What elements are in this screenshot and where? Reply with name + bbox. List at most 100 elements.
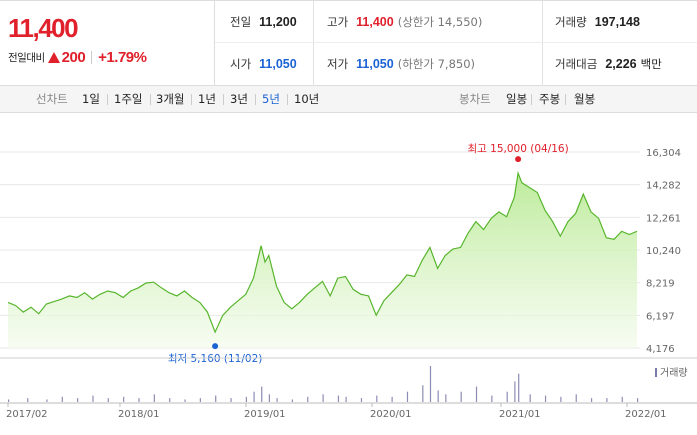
volume-bar xyxy=(46,399,48,402)
volume-bar xyxy=(230,398,232,402)
price-line xyxy=(7,170,638,334)
tab-divider xyxy=(255,94,256,105)
volume-bar xyxy=(637,398,639,402)
x-tick-label: 2018/01 xyxy=(118,409,160,420)
quote-header: 11,400 전일대비 200 +1.79% 전일 11,200 고가 11,4… xyxy=(0,0,697,86)
stat-label: 거래대금 xyxy=(555,57,598,71)
lower-limit: (하한가 7,850) xyxy=(397,57,476,71)
volume-bar xyxy=(184,399,186,402)
tab-5y[interactable]: 5년 xyxy=(262,92,280,106)
price-change: 전일대비 200 +1.79% xyxy=(8,49,147,66)
volume-bar xyxy=(422,385,424,402)
volume-bar xyxy=(276,398,278,402)
stat-open: 시가 11,050 xyxy=(230,43,297,85)
volume-bar xyxy=(268,394,271,402)
volume-bar xyxy=(360,398,363,402)
stat-high: 고가 11,400 (상한가 14,550) xyxy=(327,1,482,43)
tab-divider xyxy=(150,94,151,105)
tab-10y[interactable]: 10년 xyxy=(294,92,320,106)
x-tick-label: 2020/01 xyxy=(370,409,412,420)
tab-divider xyxy=(565,94,566,105)
volume-bar xyxy=(437,390,439,402)
volume-bar xyxy=(261,386,263,402)
stat-unit: 백만 xyxy=(640,57,662,71)
tab-1w[interactable]: 1주일 xyxy=(114,92,143,106)
volume-bar xyxy=(491,395,493,402)
volume-bar xyxy=(253,391,255,402)
tab-weekly[interactable]: 주봉 xyxy=(539,92,561,106)
stat-value: 2,226 xyxy=(605,57,637,71)
x-tick-label: 2021/01 xyxy=(499,409,541,420)
tab-daily[interactable]: 일봉 xyxy=(506,92,528,106)
x-axis: 2017/02 2018/01 2019/01 2020/01 2021/01 2022/… xyxy=(6,403,667,420)
stats-row: 전일 11,200 고가 11,400 (상한가 14,550) 거래량 197… xyxy=(215,1,697,43)
max-annotation: 최고 15,000 (04/16) xyxy=(468,143,569,155)
change-divider xyxy=(91,51,93,64)
price-box: 11,400 전일대비 200 +1.79% xyxy=(0,1,215,86)
volume-bar xyxy=(544,395,547,402)
y-tick-label: 10,240 xyxy=(646,246,681,257)
volume-bar xyxy=(506,391,508,402)
volume-bars xyxy=(8,366,639,402)
y-tick-label: 12,261 xyxy=(646,213,681,224)
tab-3y[interactable]: 3년 xyxy=(230,92,248,106)
volume-bar xyxy=(406,391,409,402)
min-annotation: 최저 5,160 (11/02) xyxy=(168,353,263,365)
volume-bar xyxy=(460,391,462,402)
stat-value: 197,148 xyxy=(594,15,640,29)
stat-volume: 거래량 197,148 xyxy=(555,1,640,43)
tab-1y[interactable]: 1년 xyxy=(198,92,216,106)
volume-bar xyxy=(560,396,562,402)
stats-grid: 전일 11,200 고가 11,400 (상한가 14,550) 거래량 197… xyxy=(215,1,697,86)
x-tick-label: 2019/01 xyxy=(244,409,286,420)
stats-divider xyxy=(542,1,543,86)
volume-bar xyxy=(621,396,623,402)
volume-bar xyxy=(376,395,378,402)
up-triangle-icon xyxy=(47,52,60,63)
volume-bar xyxy=(77,398,79,402)
stat-low: 저가 11,050 (하한가 7,850) xyxy=(327,43,475,85)
price-chart[interactable]: 16,30414,28212,26110,2408,2196,1974,176 … xyxy=(0,113,697,435)
volume-bar xyxy=(514,381,516,402)
volume-bar xyxy=(245,396,247,402)
stat-label: 시가 xyxy=(230,57,252,71)
volume-bar xyxy=(445,394,447,402)
y-tick-label: 8,219 xyxy=(646,279,675,290)
x-tick-label: 2022/01 xyxy=(625,409,667,420)
stat-value: 11,200 xyxy=(259,15,297,29)
volume-bar xyxy=(27,398,29,402)
tab-monthly[interactable]: 월봉 xyxy=(574,92,596,106)
volume-bar xyxy=(307,396,309,402)
y-tick-label: 16,304 xyxy=(646,148,681,159)
volume-bar xyxy=(153,394,155,402)
stat-label: 거래량 xyxy=(555,15,587,29)
stat-trade-amount: 거래대금 2,226 백만 xyxy=(555,43,662,85)
volume-bar xyxy=(215,395,217,402)
x-tick-label: 2017/02 xyxy=(6,409,48,420)
tab-3m[interactable]: 3개월 xyxy=(156,92,185,106)
volume-bar xyxy=(606,398,608,402)
volume-bar xyxy=(590,398,593,402)
volume-bar xyxy=(169,398,171,402)
volume-bar xyxy=(61,396,63,402)
volume-legend: 거래량 xyxy=(660,367,688,379)
volume-bar xyxy=(322,394,324,402)
y-axis: 16,304 14,282 12,261 10,240 8,219 6,197 4,176 xyxy=(646,148,681,355)
volume-bar xyxy=(123,396,125,402)
stats-divider xyxy=(313,1,314,86)
volume-bar xyxy=(107,398,109,402)
tab-divider xyxy=(191,94,192,105)
tab-1d[interactable]: 1일 xyxy=(82,92,100,106)
y-tick-label: 4,176 xyxy=(646,344,675,355)
volume-bar xyxy=(518,373,520,402)
change-value: 200 xyxy=(61,49,86,66)
stats-row: 시가 11,050 저가 11,050 (하한가 7,850) 거래대금 2,2… xyxy=(215,43,697,85)
stat-prev-close: 전일 11,200 xyxy=(230,1,297,43)
volume-bar xyxy=(345,396,347,402)
y-tick-label: 6,197 xyxy=(646,311,675,322)
y-tick-label: 14,282 xyxy=(646,181,681,192)
tab-divider xyxy=(107,94,108,105)
upper-limit: (상한가 14,550) xyxy=(397,15,483,29)
stat-label: 고가 xyxy=(327,15,349,29)
volume-bar xyxy=(529,394,531,402)
